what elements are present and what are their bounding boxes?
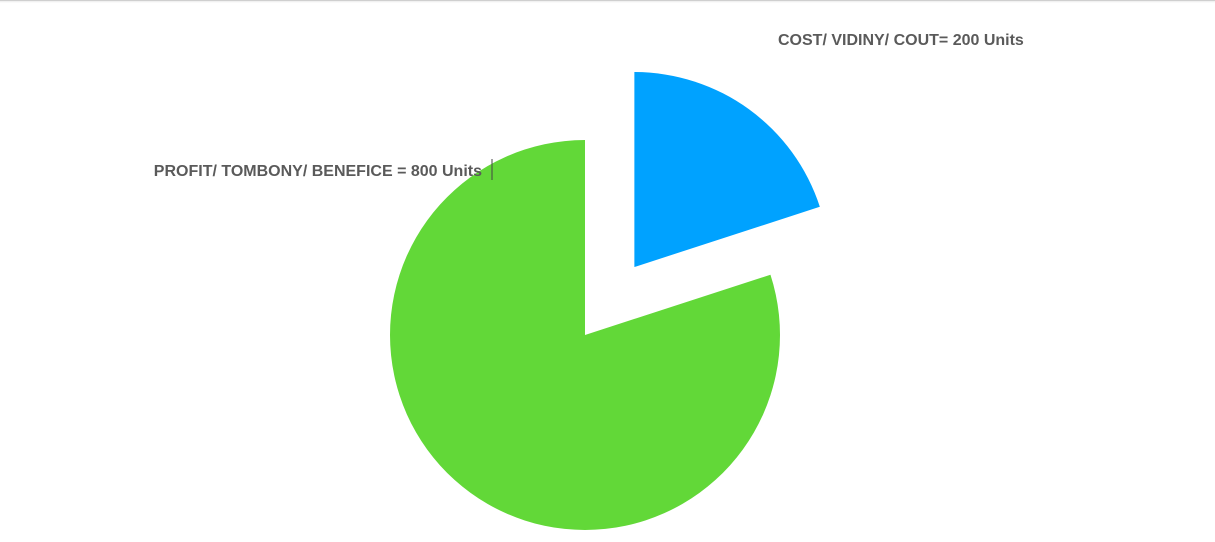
top-border-shadow bbox=[0, 1, 1215, 3]
top-border bbox=[0, 0, 1215, 1]
slice-label-cost: COST/ VIDINY/ COUT= 200 Units bbox=[778, 32, 1024, 49]
pie-slice-profit bbox=[390, 140, 780, 531]
slice-label-profit: PROFIT/ TOMBONY/ BENEFICE = 800 Units bbox=[154, 163, 482, 180]
pie-slices bbox=[390, 72, 820, 531]
slice-labels: COST/ VIDINY/ COUT= 200 Units PROFIT/ TOM… bbox=[154, 32, 1024, 180]
pie-slice-cost bbox=[634, 72, 820, 268]
